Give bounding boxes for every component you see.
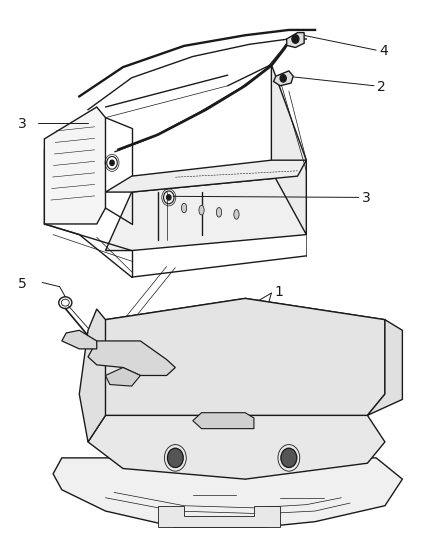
Polygon shape [272,64,306,235]
Polygon shape [53,458,403,527]
Polygon shape [158,506,280,527]
Polygon shape [88,341,175,375]
Polygon shape [106,368,141,386]
Polygon shape [88,415,385,479]
Text: 5: 5 [18,277,27,290]
Polygon shape [44,107,106,224]
Circle shape [75,125,79,130]
Text: 3: 3 [18,117,27,131]
Text: 4: 4 [380,44,389,58]
Circle shape [166,195,171,200]
Text: 1: 1 [275,285,284,299]
Circle shape [167,448,183,467]
Polygon shape [97,298,385,415]
Polygon shape [106,176,306,251]
Text: 2: 2 [377,80,386,94]
Polygon shape [62,330,97,349]
Circle shape [281,448,297,467]
Circle shape [292,35,299,43]
Circle shape [110,160,114,165]
Ellipse shape [199,205,204,215]
Circle shape [280,75,286,82]
Polygon shape [106,160,306,192]
Ellipse shape [181,203,187,213]
Polygon shape [287,33,304,47]
Text: 3: 3 [362,191,371,205]
Polygon shape [193,413,254,429]
Ellipse shape [234,209,239,219]
Polygon shape [274,71,293,86]
Polygon shape [79,309,106,442]
Ellipse shape [216,207,222,217]
Polygon shape [367,320,403,415]
